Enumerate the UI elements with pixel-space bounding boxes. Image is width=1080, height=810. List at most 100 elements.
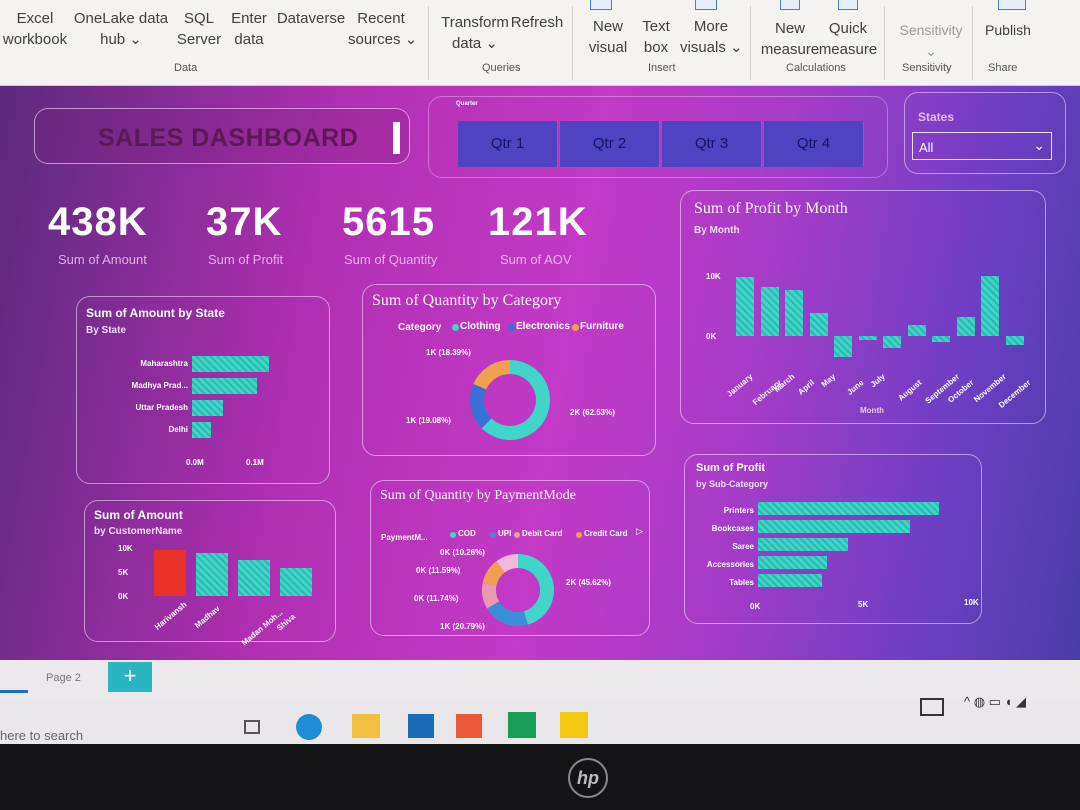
dashboard-title: SALES DASHBOARD [98,124,359,152]
state-label: Uttar Pradesh [135,403,188,412]
enter-data-button[interactable]: Enter data [228,8,270,50]
data-label: 1K (19.08%) [406,416,451,425]
customer-bar [196,552,228,596]
legend-label: Furniture [580,321,624,332]
sensitivity-button[interactable]: Sensitivity ⌄ [894,20,968,62]
transform-data-button[interactable]: Transform data ⌄ [440,12,510,54]
month-bar [736,277,754,336]
state-bar [192,356,269,372]
new-measure-button[interactable]: New measure [760,18,820,60]
customer-bar [154,550,186,596]
tab-page-2[interactable]: Page 2 [46,672,81,684]
ribbon: Excel workbook OneLake data hub ⌄ SQL Serve… [0,0,1080,86]
x-tick-label: 0.1M [246,458,264,467]
divider [428,6,429,80]
chart-subtitle: by Sub-Category [696,479,769,489]
slicer-option-qtr3[interactable]: Qtr 3 [662,121,762,167]
states-dropdown[interactable]: All ⌄ [912,132,1052,160]
label: workbook [2,31,68,48]
kpi-quantity-value: 5615 [342,200,435,244]
tray-icons[interactable]: ^ ◍ ▭ ◖ ◢ [964,694,1027,709]
app-icon[interactable] [508,712,536,738]
states-slicer-card [904,92,1066,174]
x-tick-label: 5K [858,600,869,609]
donut-slice [487,601,528,626]
subcategory-label: Printers [723,506,754,515]
file-explorer-icon[interactable] [352,714,380,738]
profit-by-subcategory-card[interactable] [684,454,982,624]
dataverse-button[interactable]: Dataverse [276,8,346,29]
recent-sources-button[interactable]: Recent sources ⌄ [348,8,418,50]
legend-label: COD [458,529,476,538]
divider [572,6,573,80]
onelake-data-hub-button[interactable]: OneLake data hub ⌄ [70,8,172,50]
x-tick-label: 10K [964,598,979,607]
donut-slice [473,360,510,390]
quick-measure-icon [838,0,858,10]
publish-button[interactable]: Publish [980,20,1036,41]
text-box-button[interactable]: Text box [638,16,674,58]
legend-label: Electronics [516,321,570,332]
label: SQL [183,10,214,27]
amount-by-state-card[interactable] [76,296,330,484]
refresh-button[interactable]: Refresh [510,12,564,33]
chart-subtitle: by CustomerName [94,526,183,537]
next-icon: ▷ [636,526,643,536]
month-bar [760,286,779,336]
hp-logo: hp [568,758,608,798]
quick-measure-button[interactable]: Quick measure [818,18,878,60]
title-card [34,108,410,164]
group-label-calculations: Calculations [786,62,846,74]
month-bar [1005,336,1024,345]
month-bar [883,336,901,348]
excel-workbook-button[interactable]: Excel workbook [0,8,72,50]
data-label: 1K (18.39%) [426,348,471,357]
y-tick-label: 0K [706,332,717,341]
label: Quick [828,20,868,37]
profit-by-month-card[interactable] [680,190,1046,424]
app-icon[interactable] [408,714,434,738]
kpi-amount-label: Sum of Amount [58,252,147,267]
label: visual [588,39,628,56]
kpi-aov-value: 121K [488,200,588,244]
sql-server-button[interactable]: SQL Server [176,8,222,50]
quantity-by-payment-card[interactable] [370,480,650,636]
search-box[interactable]: here to search [0,728,84,743]
subcategory-label: Tables [729,578,754,587]
state-bar [192,378,258,394]
x-axis-label: Month [860,406,884,415]
y-tick-label: 0K [118,592,129,601]
month-bar [858,336,877,340]
subcategory-label: Accessories [706,560,754,569]
month-bar [834,336,852,357]
month-bar [981,276,999,336]
label: OneLake data [73,10,169,27]
donut-slice [481,360,550,440]
label: Excel [16,10,54,27]
state-label: Maharashtra [140,359,188,368]
app-icon[interactable] [456,714,482,738]
edge-icon[interactable] [296,714,322,740]
chart-title: Sum of Profit [696,462,766,474]
add-page-button[interactable]: + [108,662,152,692]
slicer-option-qtr4[interactable]: Qtr 4 [764,121,864,167]
subcategory-bar [758,502,940,515]
amount-by-customer-card[interactable] [84,500,336,642]
subcategory-bar [758,520,910,533]
legend-title: PaymentM... [381,533,428,542]
quantity-by-category-card[interactable] [362,284,656,456]
power-bi-icon[interactable] [560,712,588,738]
month-bar [907,325,926,336]
divider [884,6,885,80]
more-visuals-button[interactable]: More visuals ⌄ [680,16,743,58]
task-view-icon[interactable] [244,720,260,734]
new-visual-button[interactable]: New visual [586,16,630,58]
slicer-option-qtr1[interactable]: Qtr 1 [458,121,558,167]
slicer-option-qtr2[interactable]: Qtr 2 [560,121,660,167]
label: Sensitivity [899,22,963,38]
y-tick-label: 10K [118,544,133,553]
label: sources ⌄ [348,31,418,48]
kpi-aov-label: Sum of AOV [500,252,572,267]
label: box [643,39,669,56]
label: New [592,18,623,35]
